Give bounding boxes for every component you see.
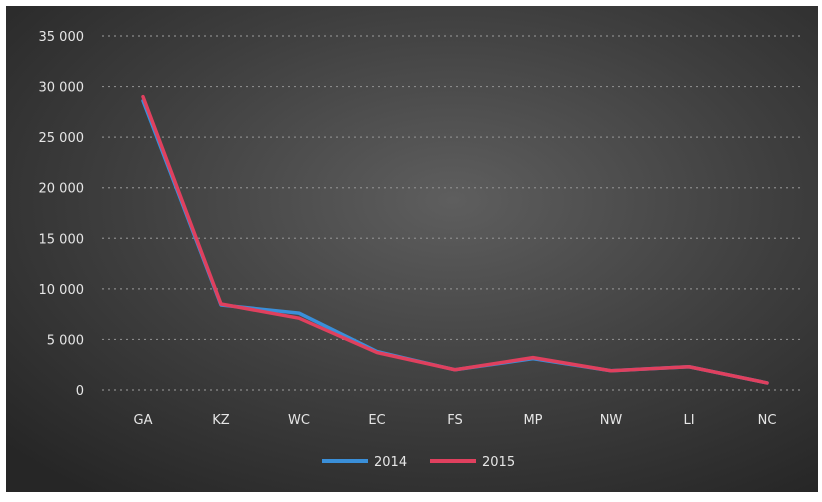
y-axis-ticks: 0 5 000 10 000 15 000 20 000 25 000 30 000 35 0…	[39, 30, 85, 399]
legend: 2014 2015	[322, 455, 515, 470]
x-tick-label: NC	[758, 413, 777, 428]
x-tick-label: LI	[683, 413, 694, 428]
x-tick-label: EC	[368, 413, 385, 428]
y-tick-label: 0	[76, 384, 84, 399]
x-axis-ticks: GA KZ WC EC FS MP NW LI NC	[134, 413, 777, 428]
series-lines	[141, 94, 769, 385]
x-tick-label: GA	[134, 413, 153, 428]
x-tick-label: KZ	[212, 413, 230, 428]
y-tick-label: 20 000	[39, 182, 85, 197]
x-tick-label: NW	[600, 413, 623, 428]
series-line-2015	[141, 94, 769, 385]
x-tick-label: WC	[288, 413, 310, 428]
y-tick-label: 25 000	[39, 131, 85, 146]
legend-label-2014: 2014	[374, 455, 407, 470]
x-tick-label: FS	[447, 413, 463, 428]
legend-label-2015: 2015	[482, 455, 515, 470]
y-tick-label: 30 000	[39, 81, 85, 96]
y-tick-label: 35 000	[39, 30, 85, 45]
y-tick-label: 15 000	[39, 232, 85, 247]
y-tick-label: 10 000	[39, 283, 85, 298]
y-tick-label: 5 000	[47, 333, 84, 348]
x-tick-label: MP	[523, 413, 542, 428]
grid-lines	[102, 35, 802, 391]
plot-background	[6, 6, 818, 492]
